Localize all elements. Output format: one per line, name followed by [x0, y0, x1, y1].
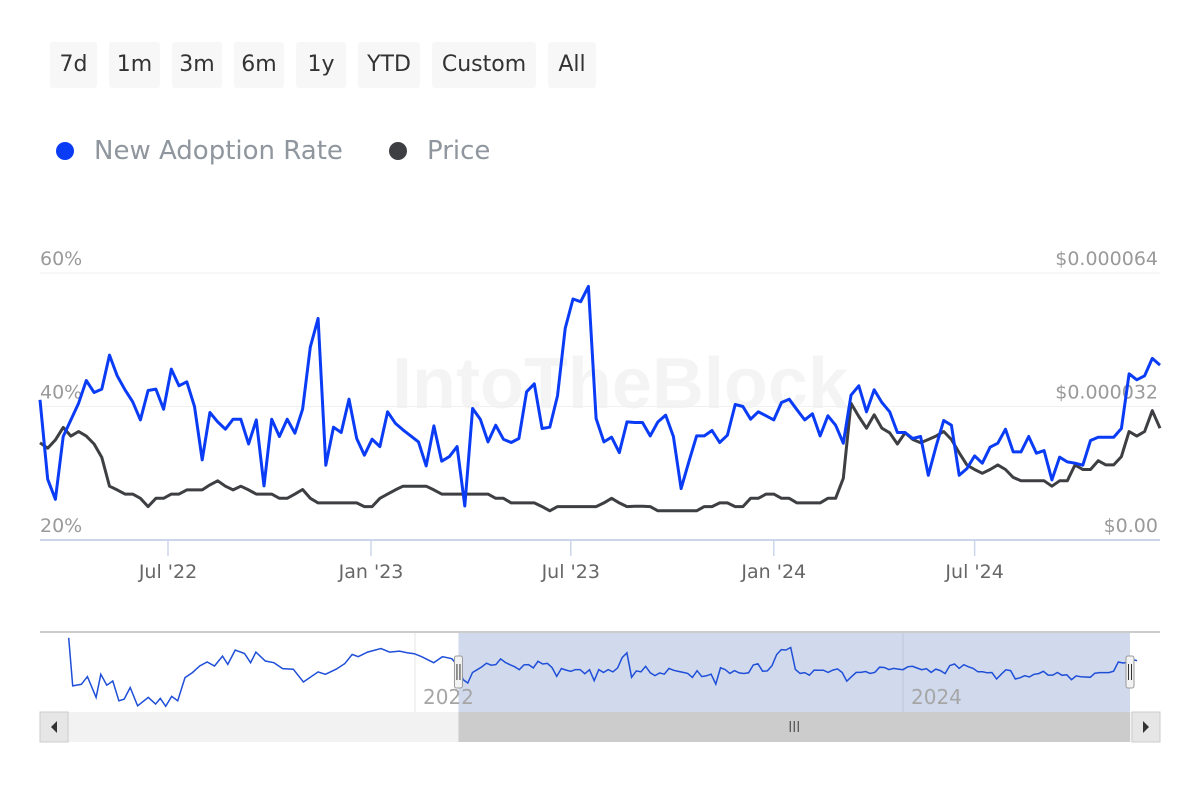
left-axis-tick-label: 60%: [40, 248, 82, 270]
x-axis-tick-label: Jan '23: [338, 561, 404, 583]
right-axis-tick-label: $0.000032: [1055, 382, 1158, 404]
range-1m-button[interactable]: 1m: [109, 42, 160, 88]
range-1y-button[interactable]: 1y: [296, 42, 346, 88]
price-line: [39, 401, 1162, 513]
x-axis-tick-label: Jul '22: [138, 561, 197, 583]
range-ytd-button[interactable]: YTD: [358, 42, 420, 88]
range-6m-button[interactable]: 6m: [234, 42, 284, 88]
x-axis-tick-label: Jan '24: [740, 561, 806, 583]
range-3m-button[interactable]: 3m: [172, 42, 222, 88]
left-axis-tick-label: 40%: [40, 382, 82, 404]
range-all-button[interactable]: All: [548, 42, 596, 88]
watermark: IntoTheBlock: [392, 344, 849, 424]
navigator-selected-range: [458, 633, 1131, 712]
legend-label: New Adoption Rate: [94, 136, 343, 166]
legend-dot-icon: [389, 142, 407, 160]
left-axis-tick-label: 20%: [40, 515, 82, 537]
adoption-rate-line: [38, 284, 1161, 508]
navigator-series-line: [67, 637, 1138, 708]
navigator-tick-label: 2024: [911, 685, 962, 709]
range-7d-button[interactable]: 7d: [50, 42, 97, 88]
right-axis-tick-label: $0.000064: [1055, 248, 1158, 270]
legend-item-adoption-rate[interactable]: New Adoption Rate: [56, 132, 343, 170]
legend-label: Price: [427, 136, 491, 166]
x-axis-tick-label: Jul '23: [541, 561, 600, 583]
range-custom-button[interactable]: Custom: [432, 42, 536, 88]
navigator-left-handle[interactable]: [453, 655, 463, 689]
right-axis-tick-label: $0.00: [1104, 515, 1158, 537]
legend-item-price[interactable]: Price: [389, 132, 490, 170]
arrow-right-icon: [1143, 721, 1149, 733]
arrow-left-icon: [51, 721, 57, 733]
x-axis-tick-label: Jul '24: [944, 561, 1003, 583]
navigator-tick-label: 2022: [423, 685, 474, 709]
legend-dot-icon: [56, 142, 74, 160]
navigator-right-handle[interactable]: [1125, 655, 1135, 689]
